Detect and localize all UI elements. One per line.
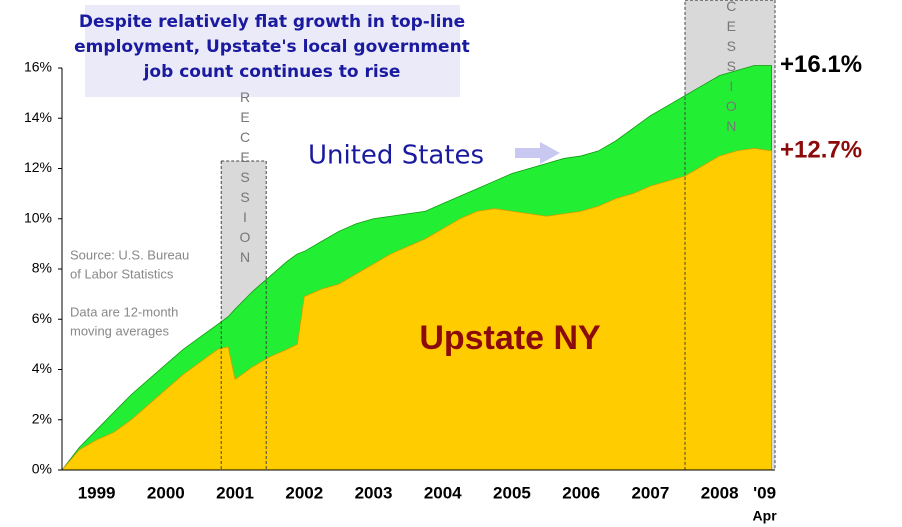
recession-label: RECESSION [237,89,253,269]
x-tick-label: 1999 [78,483,116,502]
area [61,147,772,471]
y-tick-label: 0% [32,461,52,477]
x-tick-label: 2001 [216,483,254,502]
recession-label: RECESSION [723,0,739,138]
y-tick-label: 14% [24,109,52,125]
note: Data are 12-month [70,304,178,319]
end-label: +12.7% [780,136,862,163]
y-tick-label: 2% [32,410,52,426]
note: of Labor Statistics [70,266,174,281]
chart-title: Despite relatively flat growth in top-li… [79,12,465,32]
chart-title: employment, Upstate's local government [74,37,470,57]
note: Source: U.S. Bureau [70,247,189,262]
x-tick-label: 2008 [701,483,739,502]
y-tick-label: 16% [24,59,52,75]
x-tick-label: 2005 [493,483,531,502]
x-tick-label: '09 [753,483,776,502]
end-label: +16.1% [780,51,862,78]
title-box [85,5,460,97]
x-sublabel: Apr [753,508,778,524]
note: moving averages [70,323,169,338]
y-tick-label: 4% [32,360,52,376]
arrow [515,142,560,164]
series-label: United States [308,141,484,171]
y-tick-label: 10% [24,209,52,225]
x-tick-label: 2007 [631,483,669,502]
y-tick-label: 8% [32,260,52,276]
x-tick-label: 2004 [424,483,462,502]
chart-title: job count continues to rise [143,62,401,82]
x-tick-label: 2002 [285,483,323,502]
y-tick-label: 12% [24,159,52,175]
x-tick-label: 2000 [147,483,185,502]
y-tick-label: 6% [32,310,52,326]
x-tick-label: 2003 [355,483,393,502]
series-label: Upstate NY [419,319,601,357]
x-tick-label: 2006 [562,483,600,502]
